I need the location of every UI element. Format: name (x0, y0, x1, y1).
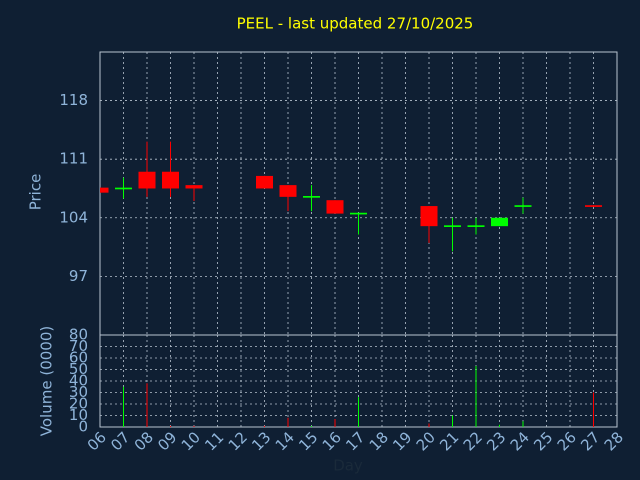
candle-body (303, 196, 320, 198)
volume-tick-label: 10 (69, 406, 88, 424)
candle-body (491, 217, 508, 227)
candle-body (444, 225, 461, 227)
volume-tick-label: 40 (69, 372, 88, 390)
candle-body (162, 171, 179, 189)
chart-title: PEEL - last updated 27/10/2025 (237, 15, 474, 33)
x-axis-label: Day (333, 457, 363, 475)
y-tick-label: 97 (69, 267, 88, 285)
volume-tick-label: 30 (69, 383, 88, 401)
candle-body (585, 205, 602, 207)
y-tick-label: 111 (59, 150, 88, 168)
volume-tick-label: 0 (78, 418, 88, 436)
volume-tick-label: 20 (69, 395, 88, 413)
candle-body (420, 206, 438, 227)
volume-tick-label: 50 (69, 360, 88, 378)
candle-body (185, 185, 203, 189)
volume-tick-label: 60 (69, 349, 88, 367)
candle-body (115, 187, 132, 190)
candle-body (467, 225, 485, 227)
candle-body (514, 205, 532, 207)
y-axis-label: Price (27, 174, 45, 211)
volume-tick-label: 70 (69, 337, 88, 355)
candle-body (326, 200, 344, 214)
candle-body (256, 175, 273, 189)
candle-body (350, 212, 367, 215)
candle-body (100, 187, 109, 193)
volume-tick-label: 80 (69, 326, 88, 344)
y-tick-label: 104 (59, 208, 88, 226)
candle-body (138, 171, 156, 189)
candle-body (279, 185, 297, 197)
volume-axis-label: Volume (0000) (38, 326, 56, 436)
y-tick-label: 118 (59, 91, 88, 109)
